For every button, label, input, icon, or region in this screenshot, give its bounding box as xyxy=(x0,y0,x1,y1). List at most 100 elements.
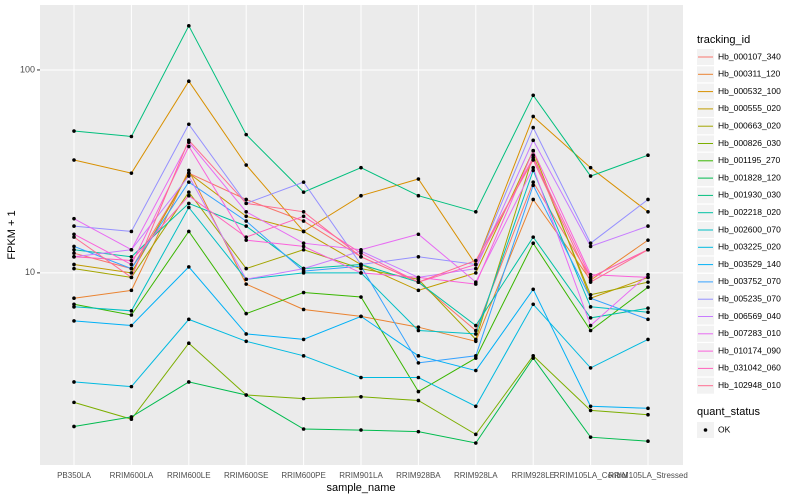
data-point xyxy=(301,241,306,246)
data-point xyxy=(187,174,191,178)
data-point xyxy=(416,398,421,403)
data-point xyxy=(416,325,421,329)
data-point xyxy=(244,197,248,202)
data-point xyxy=(129,262,134,267)
data-point xyxy=(359,193,363,198)
x-tick-label: RRIM600LE xyxy=(167,471,211,480)
data-point xyxy=(416,328,421,333)
data-point xyxy=(474,432,478,437)
data-point xyxy=(588,165,593,170)
data-point xyxy=(531,356,535,360)
data-point xyxy=(129,275,134,280)
legend-label: Hb_000663_020 xyxy=(718,120,781,130)
data-point xyxy=(301,247,306,252)
data-point xyxy=(646,412,650,417)
legend-label: Hb_000107_340 xyxy=(718,51,781,61)
x-tick-label: RRIM600PE xyxy=(281,471,325,480)
data-point xyxy=(72,424,76,429)
legend-label: Hb_002600_070 xyxy=(718,224,781,234)
data-point xyxy=(301,269,306,273)
data-point xyxy=(531,138,535,143)
data-point xyxy=(531,125,535,130)
data-point xyxy=(72,254,76,259)
x-axis-title: sample_name xyxy=(326,482,395,494)
data-point xyxy=(187,190,191,194)
data-point xyxy=(301,266,306,271)
data-point xyxy=(359,247,363,252)
data-point xyxy=(301,190,306,194)
data-point xyxy=(301,219,306,223)
data-point xyxy=(588,435,593,439)
data-point xyxy=(646,247,650,252)
data-point xyxy=(129,134,134,139)
data-point xyxy=(588,296,593,301)
data-point xyxy=(187,205,191,210)
legend-label: Hb_000826_030 xyxy=(718,138,781,148)
data-point xyxy=(187,171,191,175)
data-point xyxy=(72,224,76,228)
data-point xyxy=(474,258,478,263)
data-point xyxy=(416,232,421,237)
data-point xyxy=(129,323,134,328)
x-tick-label: RRIM928LA xyxy=(454,471,498,480)
data-point xyxy=(646,337,650,342)
data-point xyxy=(416,177,421,181)
data-point xyxy=(72,305,76,309)
data-point xyxy=(359,428,363,432)
data-point xyxy=(646,310,650,314)
data-point xyxy=(301,214,306,219)
data-point xyxy=(72,380,76,384)
data-point xyxy=(474,337,478,342)
data-point xyxy=(187,180,191,184)
data-point xyxy=(646,197,650,202)
data-point xyxy=(588,404,593,409)
data-point xyxy=(244,201,248,206)
data-point xyxy=(72,129,76,133)
data-point xyxy=(72,232,76,237)
data-point xyxy=(416,288,421,293)
data-point xyxy=(129,258,134,263)
data-point xyxy=(244,282,248,286)
data-point xyxy=(646,209,650,214)
legend-label: Hb_000555_020 xyxy=(718,103,781,113)
data-point xyxy=(359,295,363,299)
data-point xyxy=(531,180,535,184)
data-point xyxy=(588,323,593,328)
y-tick-label: 10 xyxy=(25,267,35,277)
data-point xyxy=(359,395,363,399)
data-point xyxy=(359,266,363,271)
data-point xyxy=(244,235,248,239)
data-point xyxy=(129,171,134,175)
data-point xyxy=(187,265,191,269)
data-point xyxy=(646,280,650,284)
data-point xyxy=(301,427,306,431)
data-point xyxy=(301,337,306,342)
data-point xyxy=(301,354,306,358)
data-point xyxy=(646,272,650,277)
x-tick-label: PB350LA xyxy=(57,471,91,480)
legend-label: Hb_102948_010 xyxy=(718,380,781,390)
data-point xyxy=(588,408,593,413)
data-point xyxy=(129,266,134,271)
data-point xyxy=(588,241,593,246)
data-point xyxy=(72,244,76,249)
data-point xyxy=(301,180,306,184)
data-point xyxy=(588,316,593,320)
data-point xyxy=(72,158,76,162)
data-point xyxy=(244,393,248,397)
data-point xyxy=(187,341,191,346)
data-point xyxy=(72,247,76,252)
x-tick-label: RRIM901LA xyxy=(339,471,383,480)
data-point xyxy=(187,122,191,127)
data-point xyxy=(416,375,421,380)
data-point xyxy=(416,275,421,280)
x-tick-label: RRIM600SE xyxy=(224,471,268,480)
legend-title: quant_status xyxy=(697,406,760,418)
data-point xyxy=(474,332,478,336)
x-tick-label: RRIM600LA xyxy=(110,471,154,480)
data-point xyxy=(531,235,535,239)
data-point xyxy=(588,292,593,297)
data-point xyxy=(646,406,650,411)
data-point xyxy=(72,296,76,301)
data-point xyxy=(129,309,134,313)
